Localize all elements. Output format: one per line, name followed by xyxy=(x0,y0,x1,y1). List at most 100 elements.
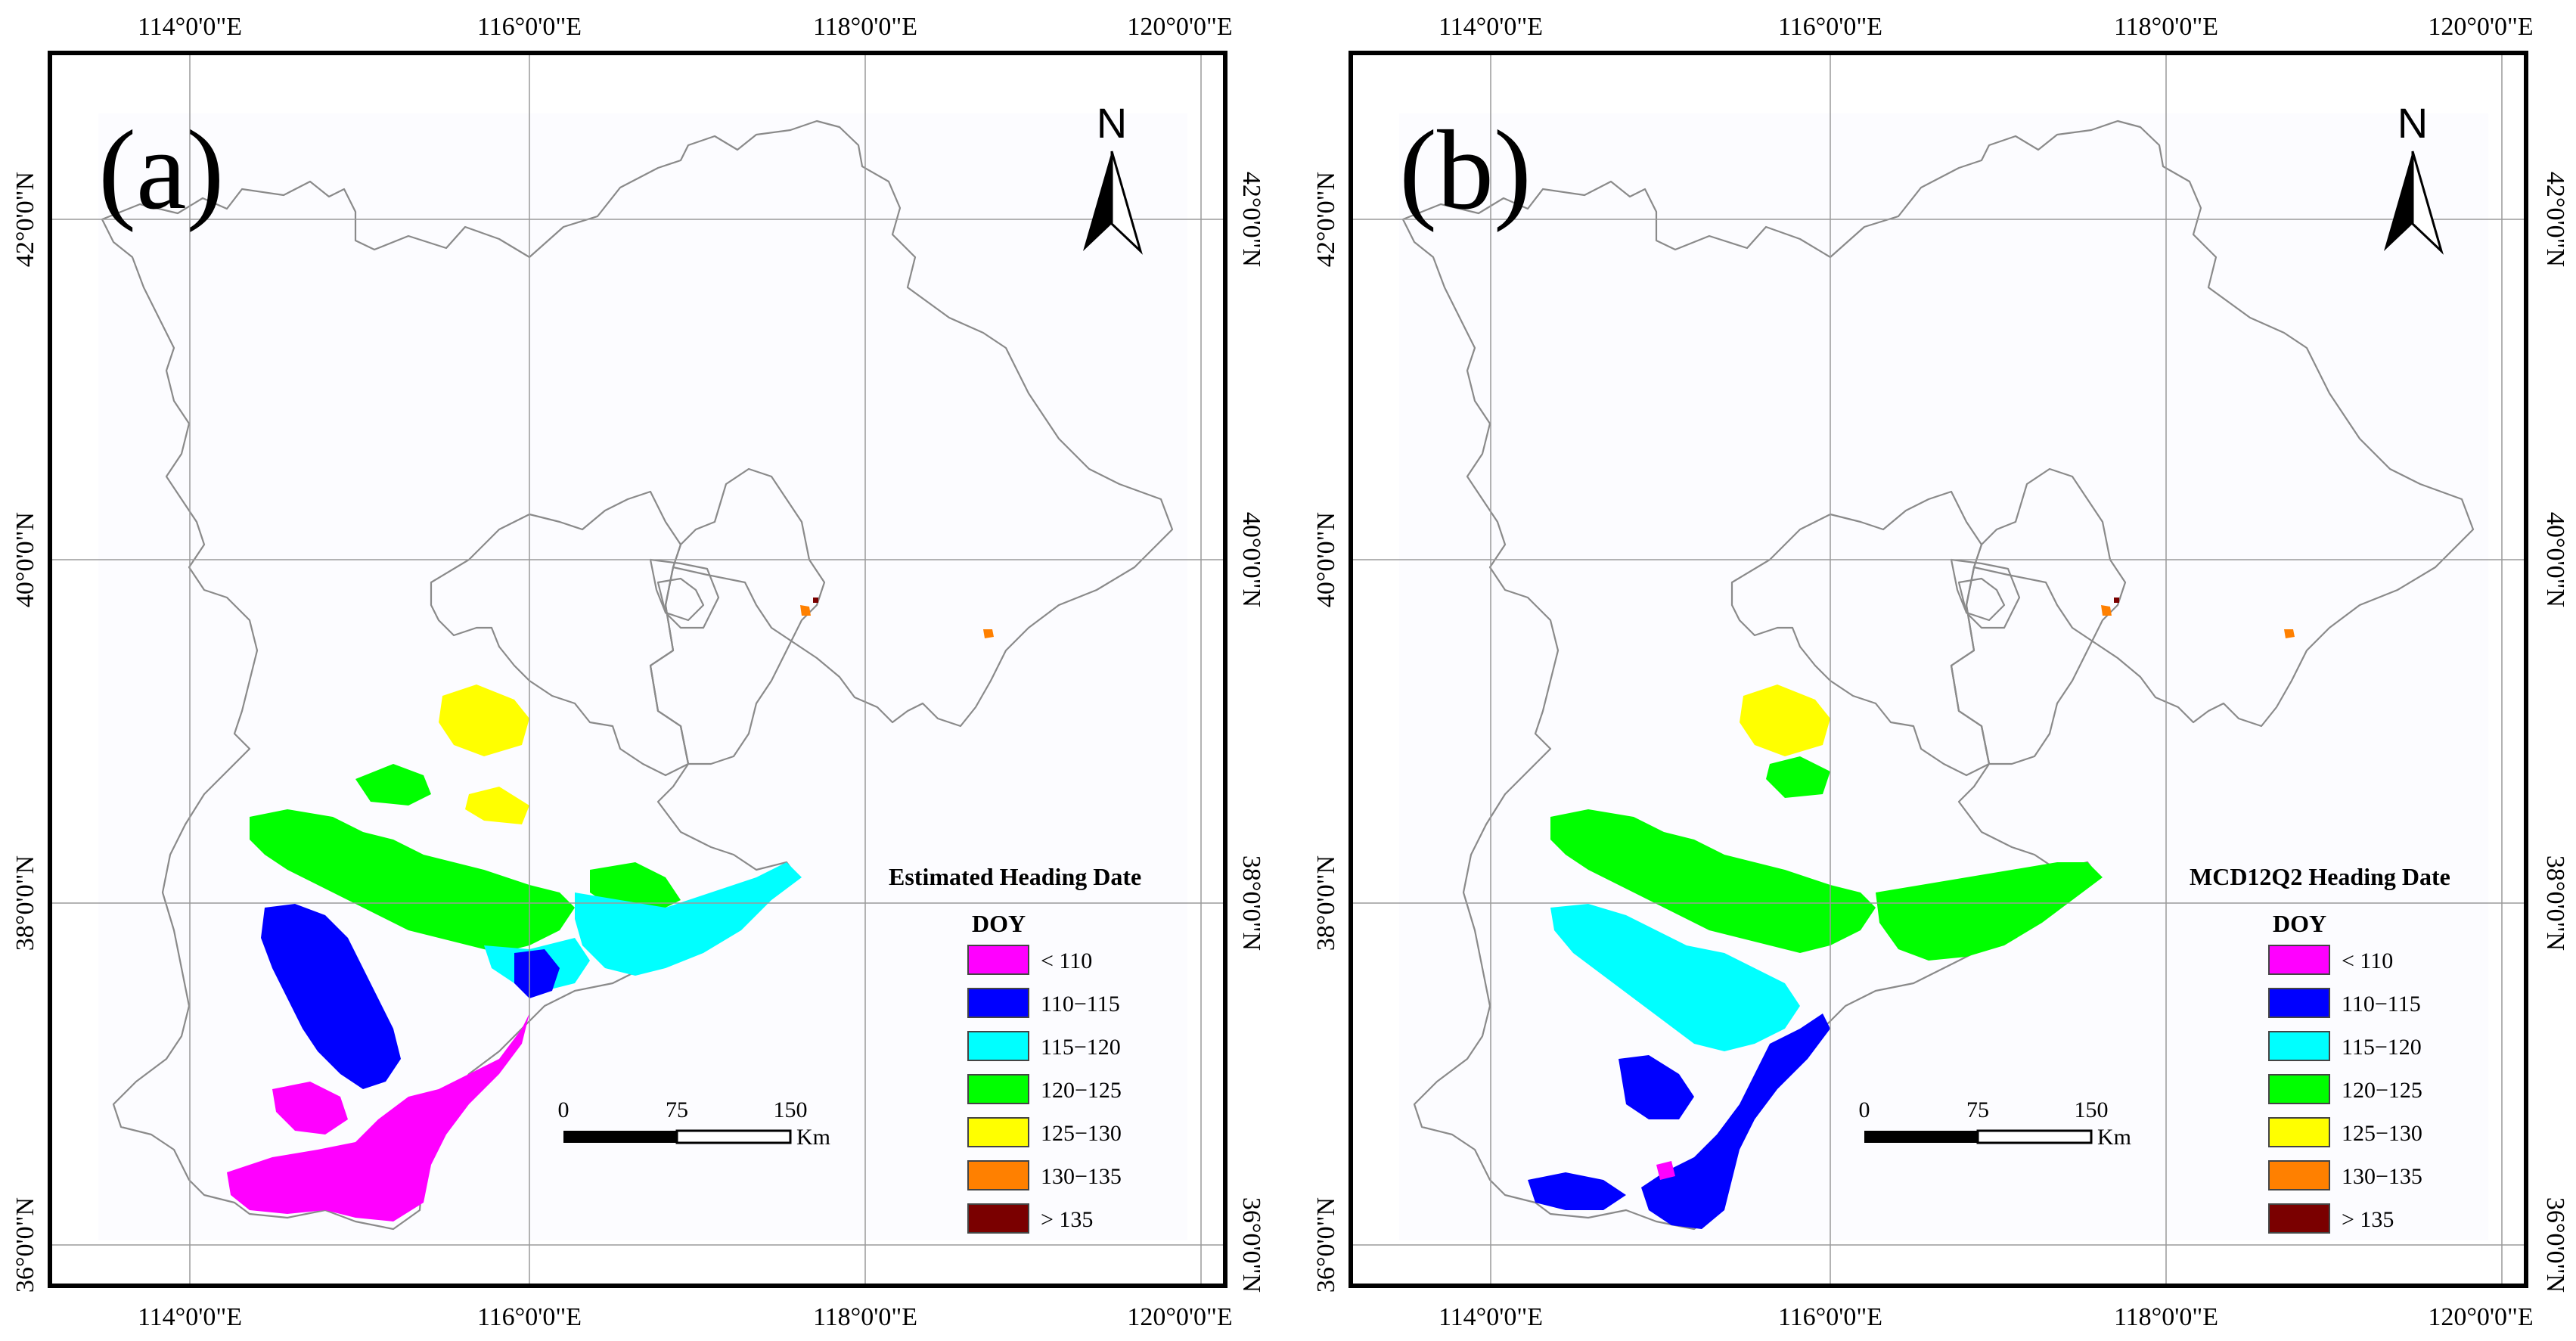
legend-label-1-a: < 110 xyxy=(1041,948,1092,973)
lon-label-120-top-b: 120°0'0"E xyxy=(2428,13,2533,41)
graticule-a xyxy=(50,53,1225,1286)
scale-tick-150-a: 150 xyxy=(774,1097,808,1122)
lon-label-116-top-a: 116°0'0"E xyxy=(477,13,582,41)
scale-bar-a: 0 75 150 Km xyxy=(558,1097,831,1150)
lat-label-38-right-b: 38°0'0"N xyxy=(2541,855,2569,951)
panel-a: (a) N Estimated Heading Date DOY < 110 11… xyxy=(0,0,1265,1341)
lat-label-38-right-a: 38°0'0"N xyxy=(1237,855,1265,951)
panel-label-a: (a) xyxy=(98,107,224,233)
legend-swatch-5-a xyxy=(967,1117,1029,1147)
legend-label-5-b: 125−130 xyxy=(2342,1121,2422,1146)
legend-label-2-b: 110−115 xyxy=(2342,992,2421,1017)
lat-label-40-left-b: 40°0'0"N xyxy=(1312,512,1340,607)
map-background-b xyxy=(1399,113,2488,1240)
legend-label-7-b: > 135 xyxy=(2342,1207,2394,1232)
panel-label-b: (b) xyxy=(1399,107,1532,233)
lat-label-42-right-a: 42°0'0"N xyxy=(1237,172,1265,267)
lon-labels-top-b: 114°0'0"E 116°0'0"E 118°0'0"E 120°0'0"E xyxy=(1439,13,2534,41)
lon-label-116-bottom-a: 116°0'0"E xyxy=(477,1303,582,1331)
legend-swatch-1-b xyxy=(2268,945,2330,975)
scale-segment-black-b xyxy=(1864,1131,1978,1143)
lat-label-40-right-a: 40°0'0"N xyxy=(1237,512,1265,607)
legend-swatch-4-b xyxy=(2268,1074,2330,1104)
lon-labels-top-a: 114°0'0"E 116°0'0"E 118°0'0"E 120°0'0"E xyxy=(138,13,1233,41)
legend-doy-a: DOY xyxy=(972,910,1026,937)
panel-b: (b) N MCD12Q2 Heading Date DOY < 110 110−… xyxy=(1312,13,2569,1331)
scale-tick-150-b: 150 xyxy=(2075,1097,2109,1122)
lon-label-120-bottom-b: 120°0'0"E xyxy=(2428,1303,2533,1331)
map-frame-a xyxy=(48,51,1227,1288)
legend-label-3-a: 115−120 xyxy=(1041,1035,1121,1060)
scale-tick-0-b: 0 xyxy=(1859,1097,1870,1122)
scale-bar-b: 0 75 150 Km xyxy=(1859,1097,2132,1150)
lon-label-114-top-a: 114°0'0"E xyxy=(138,13,242,41)
lat-labels-right-a: 36°0'0"N 38°0'0"N 40°0'0"N 42°0'0"N xyxy=(1237,172,1265,1293)
lon-label-114-top-b: 114°0'0"E xyxy=(1439,13,1543,41)
legend-label-3-b: 115−120 xyxy=(2342,1035,2422,1060)
lon-label-118-bottom-b: 118°0'0"E xyxy=(2114,1303,2218,1331)
legend-label-7-a: > 135 xyxy=(1041,1207,1093,1232)
legend-swatch-6-b xyxy=(2268,1160,2330,1190)
map-background-a xyxy=(98,113,1187,1240)
scale-segment-white-a xyxy=(675,1129,792,1144)
lon-labels-bottom-b: 114°0'0"E 116°0'0"E 118°0'0"E 120°0'0"E xyxy=(1439,1303,2534,1331)
scale-tick-0-a: 0 xyxy=(558,1097,570,1122)
legend-label-5-a: 125−130 xyxy=(1041,1121,1122,1146)
scale-tick-75-b: 75 xyxy=(1966,1097,1989,1122)
lon-label-120-bottom-a: 120°0'0"E xyxy=(1127,1303,1232,1331)
lat-label-42-left-b: 42°0'0"N xyxy=(1312,172,1340,267)
legend-swatch-6-a xyxy=(967,1160,1029,1190)
lon-label-120-top-a: 120°0'0"E xyxy=(1127,13,1232,41)
legend-label-2-a: 110−115 xyxy=(1041,992,1120,1017)
north-label-b: N xyxy=(2398,99,2428,147)
lon-label-118-top-a: 118°0'0"E xyxy=(813,13,917,41)
legend-swatch-7-a xyxy=(967,1203,1029,1234)
lat-labels-right-b: 36°0'0"N 38°0'0"N 40°0'0"N 42°0'0"N xyxy=(2541,172,2569,1293)
lon-label-114-bottom-a: 114°0'0"E xyxy=(138,1303,242,1331)
lat-label-38-left-a: 38°0'0"N xyxy=(11,855,39,951)
lat-label-42-right-b: 42°0'0"N xyxy=(2541,172,2569,267)
scale-unit-b: Km xyxy=(2097,1125,2131,1150)
legend-label-1-b: < 110 xyxy=(2342,948,2393,973)
scale-segment-black-a xyxy=(563,1131,677,1143)
legend-a: Estimated Heading Date DOY < 110 110−115 1… xyxy=(889,863,1141,1234)
lat-label-38-left-b: 38°0'0"N xyxy=(1312,855,1340,951)
lat-labels-left-b: 36°0'0"N 38°0'0"N 40°0'0"N 42°0'0"N xyxy=(1312,172,1340,1293)
legend-b: MCD12Q2 Heading Date DOY < 110 110−115 115… xyxy=(2190,863,2450,1234)
scale-tick-75-a: 75 xyxy=(666,1097,688,1122)
legend-swatch-7-b xyxy=(2268,1203,2330,1234)
lat-labels-left-a: 36°0'0"N 38°0'0"N 40°0'0"N 42°0'0"N xyxy=(11,172,39,1293)
lat-label-40-left-a: 40°0'0"N xyxy=(11,512,39,607)
legend-label-6-a: 130−135 xyxy=(1041,1164,1122,1189)
lon-label-116-top-b: 116°0'0"E xyxy=(1778,13,1882,41)
lat-label-36-left-b: 36°0'0"N xyxy=(1312,1197,1340,1293)
legend-label-4-a: 120−125 xyxy=(1041,1078,1122,1103)
lon-label-114-bottom-b: 114°0'0"E xyxy=(1439,1303,1543,1331)
legend-swatch-1-a xyxy=(967,945,1029,975)
legend-label-6-b: 130−135 xyxy=(2342,1164,2422,1189)
legend-swatch-5-b xyxy=(2268,1117,2330,1147)
lat-label-36-right-b: 36°0'0"N xyxy=(2541,1197,2569,1293)
legend-swatch-3-b xyxy=(2268,1031,2330,1061)
legend-label-4-b: 120−125 xyxy=(2342,1078,2422,1103)
scale-segment-white-b xyxy=(1976,1129,2093,1144)
north-label-a: N xyxy=(1097,99,1127,147)
lat-label-40-right-b: 40°0'0"N xyxy=(2541,512,2569,607)
legend-swatch-3-a xyxy=(967,1031,1029,1061)
legend-swatch-2-b xyxy=(2268,988,2330,1018)
map-frame-b xyxy=(1349,51,2528,1288)
legend-title-a: Estimated Heading Date xyxy=(889,863,1141,890)
legend-swatch-2-a xyxy=(967,988,1029,1018)
lon-labels-bottom-a: 114°0'0"E 116°0'0"E 118°0'0"E 120°0'0"E xyxy=(138,1303,1233,1331)
scale-unit-a: Km xyxy=(796,1125,830,1150)
graticule-b xyxy=(1351,53,2526,1286)
legend-doy-b: DOY xyxy=(2273,910,2326,937)
legend-swatch-4-a xyxy=(967,1074,1029,1104)
lon-label-116-bottom-b: 116°0'0"E xyxy=(1778,1303,1882,1331)
legend-title-b: MCD12Q2 Heading Date xyxy=(2190,863,2450,890)
lat-label-36-right-a: 36°0'0"N xyxy=(1237,1197,1265,1293)
lon-label-118-top-b: 118°0'0"E xyxy=(2114,13,2218,41)
lat-label-42-left-a: 42°0'0"N xyxy=(11,172,39,267)
lon-label-118-bottom-a: 118°0'0"E xyxy=(813,1303,917,1331)
